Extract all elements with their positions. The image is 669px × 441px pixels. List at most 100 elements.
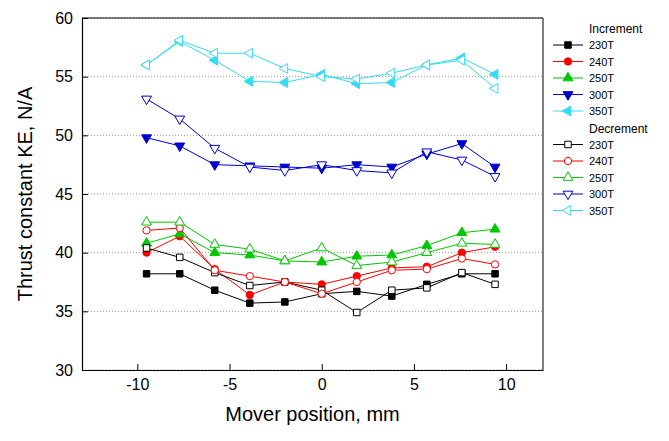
marker: [352, 168, 362, 177]
tick-mark: [82, 18, 88, 19]
marker: [388, 267, 395, 274]
legend-marker: [562, 206, 571, 216]
tick-label: 0: [318, 376, 327, 393]
marker: [317, 162, 327, 171]
marker: [489, 69, 498, 79]
legend-label: 230T: [589, 139, 614, 151]
marker: [280, 168, 290, 177]
marker: [456, 55, 465, 65]
grid: [82, 18, 543, 370]
marker: [458, 255, 465, 262]
marker: [389, 287, 395, 293]
series: [143, 271, 498, 307]
grid-line: [82, 18, 543, 19]
marker: [247, 300, 253, 306]
frame: [82, 18, 543, 19]
tick-mark: [414, 364, 415, 370]
marker: [175, 116, 185, 125]
marker: [387, 256, 397, 265]
tick: 55: [55, 68, 88, 85]
marker: [316, 72, 325, 82]
tick: 0: [318, 364, 327, 393]
series-line: [147, 274, 496, 303]
marker: [282, 279, 288, 285]
marker: [352, 251, 362, 260]
series: [141, 37, 498, 89]
legend-marker: [563, 172, 573, 181]
marker: [142, 135, 152, 144]
marker: [491, 261, 498, 268]
marker: [317, 242, 327, 251]
marker: [246, 272, 253, 279]
marker: [457, 157, 467, 166]
legend-marker: [563, 72, 573, 81]
marker: [280, 255, 290, 264]
marker: [143, 271, 149, 277]
plot: -10-5051030354045505560: [55, 10, 543, 394]
marker: [281, 278, 288, 285]
marker: [176, 271, 182, 277]
grid-line: [82, 370, 543, 371]
tick: 30: [55, 362, 88, 379]
legend-label: 350T: [589, 105, 614, 117]
grid-line: [82, 252, 543, 253]
series: [141, 35, 498, 93]
series-line: [147, 228, 496, 294]
tick-label: 30: [55, 362, 73, 379]
tick-label: -5: [223, 376, 237, 393]
marker: [387, 170, 397, 179]
legend-marker: [565, 141, 571, 147]
series: [142, 135, 500, 174]
marker: [209, 48, 218, 58]
tick-label: 40: [55, 244, 73, 261]
marker: [279, 78, 288, 88]
chart: -10-5051030354045505560Mover position, m…: [0, 0, 669, 441]
tick-mark: [230, 364, 231, 370]
marker: [143, 245, 149, 251]
legend-title: Increment: [589, 22, 643, 36]
tick: 60: [55, 10, 88, 27]
tick-label: 5: [410, 376, 419, 393]
marker: [422, 149, 432, 158]
marker: [210, 239, 220, 248]
marker: [143, 227, 150, 234]
tick: -5: [223, 364, 237, 393]
marker: [245, 243, 255, 252]
marker: [210, 162, 220, 171]
y-axis-title: Thrust constant KE, N/A: [14, 86, 36, 301]
axis-line: [83, 370, 544, 371]
frame: [543, 18, 544, 370]
marker: [422, 247, 432, 256]
series: [142, 96, 500, 182]
tick: 10: [498, 364, 516, 393]
marker: [279, 64, 288, 74]
marker: [141, 60, 150, 70]
tick: -10: [126, 364, 149, 393]
marker: [386, 78, 395, 88]
tick-mark: [82, 77, 88, 78]
tick-label: 10: [498, 376, 516, 393]
marker: [421, 60, 430, 70]
legend-label: 230T: [589, 39, 614, 51]
marker: [421, 60, 430, 70]
marker: [424, 285, 430, 291]
legend-marker: [563, 92, 573, 101]
tick-mark: [82, 194, 88, 195]
legend-marker: [563, 191, 573, 200]
marker: [247, 282, 253, 288]
legend-marker: [562, 106, 571, 116]
marker: [492, 281, 498, 287]
legend-marker: [564, 157, 571, 164]
legend-marker: [564, 58, 571, 65]
marker: [352, 260, 362, 269]
series-line: [147, 248, 496, 313]
marker: [492, 271, 498, 277]
grid-line: [82, 194, 543, 195]
tick-mark: [137, 364, 138, 370]
series: [142, 216, 500, 268]
marker: [244, 76, 253, 86]
series-line: [147, 222, 496, 265]
tick-mark: [82, 253, 88, 254]
tick: 40: [55, 244, 88, 261]
marker: [246, 291, 253, 298]
